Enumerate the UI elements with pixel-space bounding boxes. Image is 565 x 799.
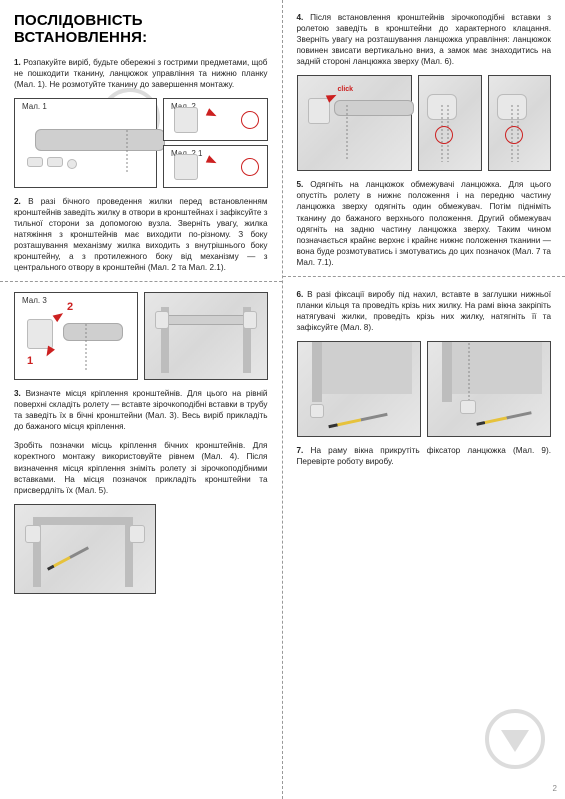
figure-row-5: Мал. 8 Мал. 9 (297, 341, 552, 437)
step-number-2: 2. (14, 197, 21, 206)
paragraph-2: 2. В разі бічного проведення жилки перед… (14, 196, 268, 273)
figure-7: Мал. 7 (418, 75, 481, 171)
watermark-icon (485, 709, 545, 769)
figure-6-click-label: click (338, 86, 354, 93)
figure-9: Мал. 9 (427, 341, 551, 437)
figure-7-1: Мал. 7.1 (488, 75, 551, 171)
step-text-3a: Визначте місця кріплення кронштейнів. Дл… (14, 389, 268, 431)
step-text-7: На раму вікна прикрутіть фіксатор ланцюж… (297, 446, 551, 466)
step-number-3: 3. (14, 389, 21, 398)
figure-4: Мал. 4 (144, 292, 268, 380)
figure-row-1: Мал. 1 Мал. 2 Мал. 2.1 (14, 98, 268, 188)
figure-3-callout-2: 2 (67, 301, 73, 313)
step-number-1: 1. (14, 58, 21, 67)
figure-5: Мал. 5 (14, 504, 156, 594)
figure-1: Мал. 1 (14, 98, 157, 188)
figure-2: Мал. 2 (163, 98, 267, 141)
step-number-5: 5. (297, 180, 304, 189)
page-number: 2 (553, 784, 557, 793)
paragraph-6: 6. В разі фіксації виробу під нахил, вст… (297, 289, 552, 333)
step-number-4: 4. (297, 13, 304, 22)
figure-3: Мал. 3 2 1 (14, 292, 138, 380)
figure-3-callout-1: 1 (27, 355, 33, 367)
step-number-7: 7. (297, 446, 304, 455)
column-left: ПОСЛІДОВНІСТЬ ВСТАНОВЛЕННЯ: 1. Розпакуйт… (0, 0, 283, 799)
step-text-5: Одягніть на ланцюжок обмежувачі ланцюжка… (297, 180, 552, 266)
paragraph-3b: Зробіть позначки місць кріплення бічних … (14, 440, 268, 495)
figure-1-caption: Мал. 1 (20, 102, 49, 111)
paragraph-1: 1. Розпакуйте виріб, будьте обережні з г… (14, 57, 268, 90)
paragraph-4: 4. Після встановлення кронштейнів зірочк… (297, 12, 552, 67)
step-number-6: 6. (297, 290, 304, 299)
paragraph-3a: 3. Визначте місця кріплення кронштейнів.… (14, 388, 268, 432)
paragraph-7: 7. На раму вікна прикрутіть фіксатор лан… (297, 445, 552, 467)
step-text-4: Після встановлення кронштейнів зірочкопо… (297, 13, 552, 66)
figure-row-4: Мал. 6 click Мал. 7 Мал. 7.1 (297, 75, 552, 171)
step-text-2: В разі бічного проведення жилки перед вс… (14, 197, 268, 272)
step-text-3b: Зробіть позначки місць кріплення бічних … (14, 441, 268, 494)
step-text-6: В разі фіксації виробу під нахил, вставт… (297, 290, 552, 332)
watermark-arrow-icon (501, 730, 529, 752)
column-right: 4. Після встановлення кронштейнів зірочк… (283, 0, 565, 799)
figure-2-1: Мал. 2.1 (163, 145, 267, 188)
figure-row-3: Мал. 5 (14, 504, 268, 594)
page-root: ПОСЛІДОВНІСТЬ ВСТАНОВЛЕННЯ: 1. Розпакуйт… (0, 0, 565, 799)
step-text-1: Розпакуйте виріб, будьте обережні з гост… (14, 58, 268, 89)
paragraph-5: 5. Одягніть на ланцюжок обмежувачі ланцю… (297, 179, 552, 268)
page-title: ПОСЛІДОВНІСТЬ ВСТАНОВЛЕННЯ: (14, 12, 268, 47)
figure-3-caption: Мал. 3 (20, 296, 49, 305)
figure-6: Мал. 6 click (297, 75, 413, 171)
figure-8: Мал. 8 (297, 341, 421, 437)
figure-row-2: Мал. 3 2 1 Мал. 4 (14, 292, 268, 380)
